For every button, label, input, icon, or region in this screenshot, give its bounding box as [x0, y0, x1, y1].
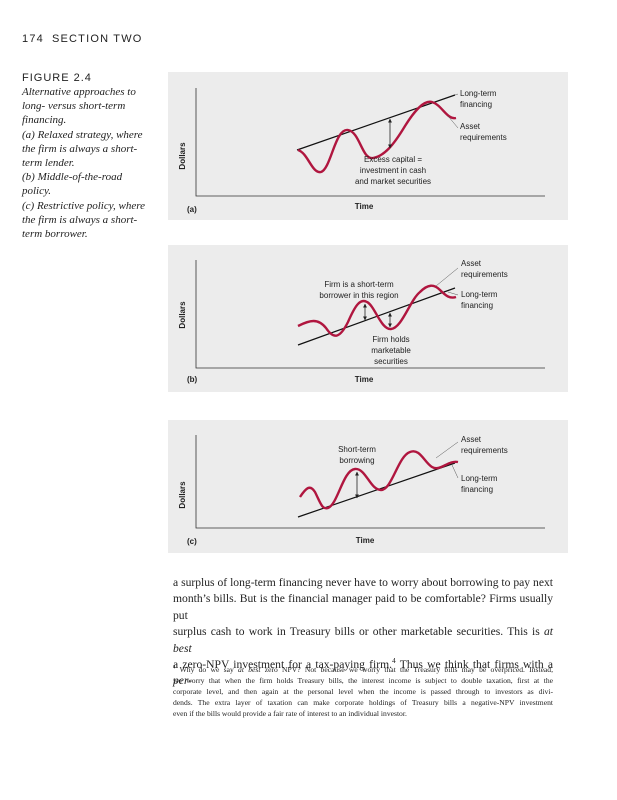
axes	[195, 435, 545, 529]
text-line: a zero-NPV investment for a tax-paying f…	[173, 657, 553, 690]
y-axis-label: Dollars	[178, 301, 187, 329]
x-axis-label: Time	[355, 375, 374, 384]
text: corporate level, and then again at the p…	[173, 687, 553, 697]
figure: Dollars (a) Time Long-term financing Ass…	[168, 72, 568, 553]
text: Thus we think that firms with a	[395, 658, 556, 672]
caption-line: the firm is always a short-	[22, 213, 138, 226]
y-axis-label: Dollars	[178, 481, 187, 509]
panel-label: (b)	[187, 375, 198, 384]
asset-curve	[299, 450, 459, 510]
caption-line: (c) Restrictive policy, where	[22, 199, 145, 212]
note: Firm holds	[372, 335, 409, 344]
leader	[435, 441, 459, 459]
note: and market securities	[355, 177, 431, 186]
text-line: surplus cash to work in Treasury bills o…	[173, 624, 553, 657]
footnote-number: 4	[173, 665, 176, 671]
text: month’s bills. But is the financial mana…	[173, 592, 556, 622]
leader	[447, 115, 459, 129]
asset-curve	[297, 100, 457, 174]
figure-label: FIGURE 2.4	[22, 72, 92, 84]
label: financing	[461, 301, 493, 310]
text: a zero-NPV investment for a tax-paying f…	[173, 658, 393, 672]
label: Long-term	[461, 290, 498, 299]
text-line: month’s bills. But is the financial mana…	[173, 591, 553, 624]
emphasis: per-	[173, 674, 193, 688]
note: investment in cash	[360, 166, 426, 175]
text: zero NPV? Not because we worry that the …	[260, 665, 553, 674]
leader	[454, 93, 459, 96]
caption-line: policy.	[22, 185, 52, 198]
note: marketable	[371, 346, 411, 355]
text: dends. The extra layer of taxation can m…	[173, 698, 553, 708]
leader	[435, 267, 459, 287]
emphasis: at best	[238, 665, 261, 674]
text-line: a surplus of long-term financing never h…	[173, 575, 553, 591]
section-title: SECTION TWO	[51, 33, 143, 45]
x-axis-label: Time	[356, 536, 375, 545]
label: requirements	[460, 133, 507, 142]
panel-a: Dollars (a) Time Long-term financing Ass…	[168, 72, 568, 220]
note: borrower in this region	[319, 291, 398, 300]
x-axis-label: Time	[355, 202, 374, 211]
running-header: 174 SECTION TWO	[22, 33, 151, 45]
text: Why do we say	[175, 665, 239, 674]
leader	[451, 464, 459, 479]
text: even if the bills would provide a fair r…	[173, 709, 407, 719]
figure-caption: Alternative approaches to long- versus sh…	[22, 85, 167, 241]
panel-label: (c)	[187, 537, 197, 546]
text: a surplus of long-term financing never h…	[173, 576, 553, 589]
note: Short-term	[338, 445, 376, 454]
panel-b: Dollars (b) Time Asset requirements Long…	[168, 245, 568, 392]
text-line: dends. The extra layer of taxation can m…	[173, 697, 553, 708]
label: requirements	[461, 446, 508, 455]
axes	[195, 88, 545, 197]
caption-line: long- versus short-term	[22, 100, 126, 113]
panel-background	[168, 420, 568, 553]
label: requirements	[461, 270, 508, 279]
text: surplus cash to work in Treasury bills o…	[173, 625, 544, 639]
label: financing	[461, 485, 493, 494]
panel-c: Dollars (c) Time Asset requirements Long…	[168, 420, 568, 553]
body-text: a surplus of long-term financing never h…	[173, 575, 553, 690]
caption-line: term lender.	[22, 157, 75, 170]
label: Long-term	[461, 474, 498, 483]
panel-background	[168, 72, 568, 220]
caption-line: Alternative approaches to	[22, 86, 136, 98]
caption-line: (b) Middle-of-the-road	[22, 171, 123, 184]
label: Asset	[460, 122, 481, 131]
caption-line: (a) Relaxed strategy, where	[22, 128, 143, 141]
text-line: corporate level, and then again at the p…	[173, 686, 553, 697]
panel-label: (a)	[187, 205, 197, 214]
label: financing	[460, 100, 492, 109]
long-term-line	[296, 94, 456, 151]
label: Long-term	[460, 89, 497, 98]
label: Asset	[461, 435, 482, 444]
page-number: 174	[22, 33, 44, 45]
y-axis-label: Dollars	[178, 142, 187, 170]
footnote-ref[interactable]: 4	[392, 656, 396, 666]
asset-curve	[297, 284, 457, 337]
leader	[447, 291, 459, 296]
text-line: 4 Why do we say at best zero NPV? Not be…	[173, 664, 553, 675]
text: we worry that when the firm holds Treasu…	[173, 676, 553, 686]
text-line: even if the bills would provide a fair r…	[173, 708, 553, 719]
note: Excess capital =	[364, 155, 422, 164]
note: securities	[374, 357, 408, 366]
caption-line: the firm is always a short-	[22, 142, 138, 155]
panel-background	[168, 245, 568, 392]
note: Firm is a short-term	[324, 280, 394, 289]
label: Asset	[461, 259, 482, 268]
emphasis: at best	[173, 625, 556, 655]
footnote: 4 Why do we say at best zero NPV? Not be…	[173, 664, 553, 719]
text-line: we worry that when the firm holds Treasu…	[173, 675, 553, 686]
note: borrowing	[339, 456, 374, 465]
caption-line: term borrower.	[22, 228, 88, 241]
caption-line: financing.	[22, 114, 67, 127]
axes	[195, 260, 545, 369]
